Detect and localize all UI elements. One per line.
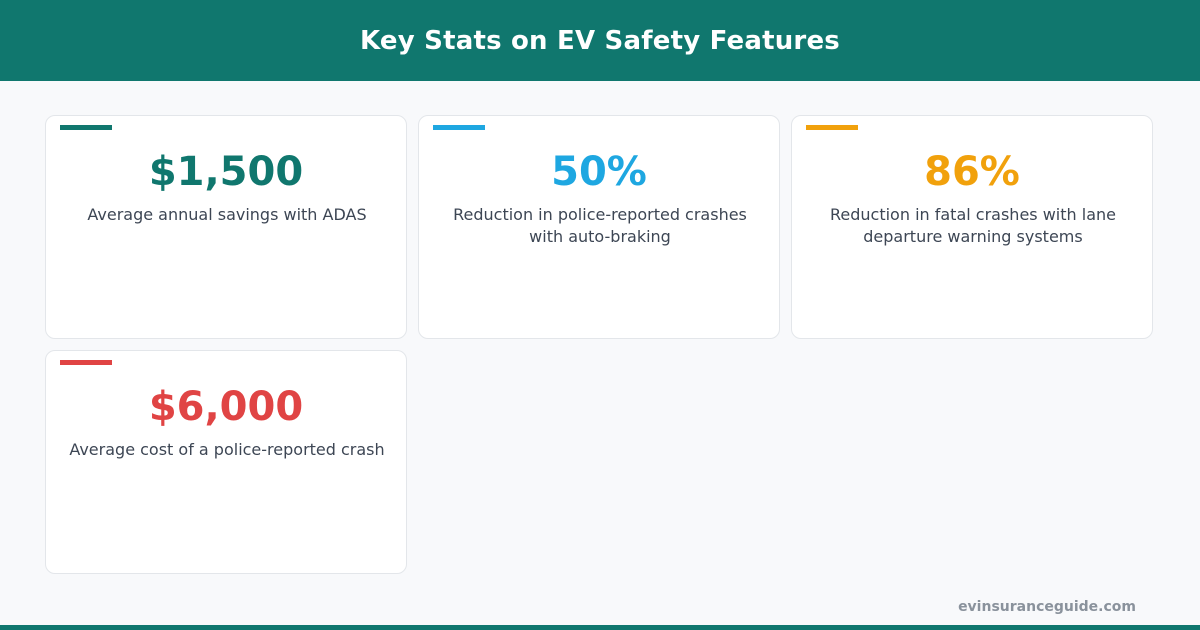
header-banner: Key Stats on EV Safety Features <box>0 0 1200 81</box>
card-accent-bar <box>60 360 112 365</box>
stat-value: 50% <box>551 149 647 195</box>
stat-description: Reduction in fatal crashes with lane dep… <box>830 205 1116 246</box>
card-accent-bar <box>60 125 112 130</box>
site-credit: evinsuranceguide.com <box>958 599 1136 615</box>
stat-description: Average cost of a police-reported crash <box>69 440 385 459</box>
footer-bar <box>0 625 1200 630</box>
stat-card-adas-savings: $1,500 Average annual savings with ADAS <box>45 115 407 339</box>
stat-card-auto-braking: 50% Reduction in police-reported crashes… <box>418 115 780 339</box>
stat-value: 86% <box>924 149 1020 195</box>
stat-value: $1,500 <box>148 149 304 195</box>
stat-card-lane-departure: 86% Reduction in fatal crashes with lane… <box>791 115 1153 339</box>
card-accent-bar <box>433 125 485 130</box>
card-accent-bar <box>806 125 858 130</box>
stat-description: Average annual savings with ADAS <box>87 205 367 224</box>
stat-value: $6,000 <box>148 384 304 430</box>
stat-card-crash-cost: $6,000 Average cost of a police-reported… <box>45 350 407 574</box>
stat-description: Reduction in police-reported crashes wit… <box>453 205 747 246</box>
page-title: Key Stats on EV Safety Features <box>360 25 840 56</box>
